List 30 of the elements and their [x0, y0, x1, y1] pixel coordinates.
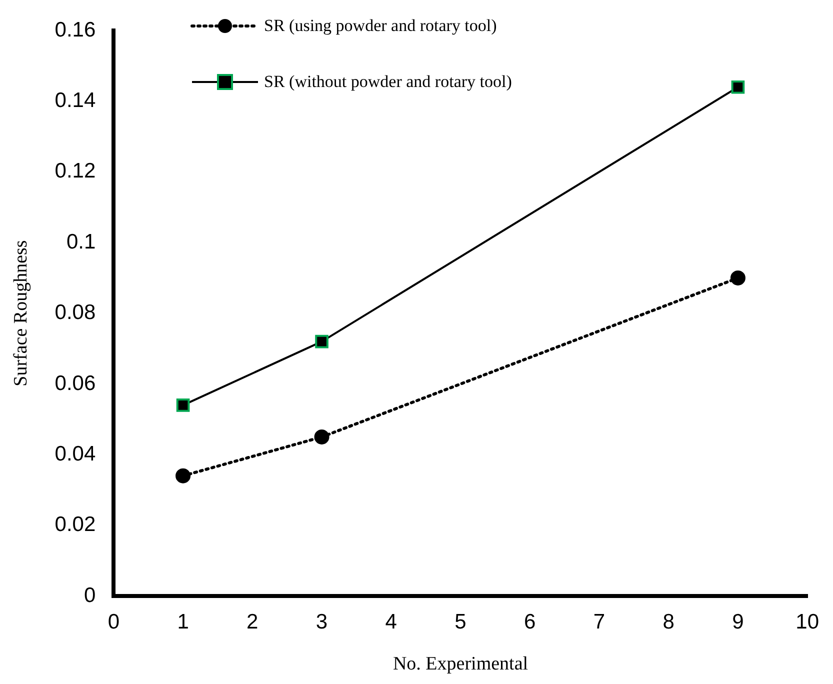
- x-tick-label: 3: [316, 610, 328, 634]
- point: [176, 398, 190, 412]
- x-tick-label: 6: [524, 610, 536, 634]
- y-tick-label: 0.1: [66, 230, 96, 254]
- legend-label: SR (without powder and rotary tool): [264, 72, 512, 92]
- y-tick-label: 0.06: [54, 372, 96, 395]
- y-tick-label: 0.08: [54, 301, 96, 324]
- y-tick-label: 0.16: [54, 18, 96, 42]
- x-tick-label: 5: [454, 610, 466, 634]
- y-tick-label: 0: [84, 584, 96, 607]
- x-tick-label: 1: [177, 610, 189, 634]
- x-tick-label: 8: [662, 610, 674, 634]
- legend-label: SR (using powder and rotary tool): [264, 16, 497, 36]
- point: [731, 80, 745, 94]
- y-tick-label: 0.12: [54, 160, 96, 183]
- x-tick-label: 10: [796, 610, 819, 634]
- x-tick-label: 0: [108, 610, 120, 634]
- y-tick-label: 0.02: [54, 513, 96, 536]
- y-tick-label: 0.04: [54, 442, 96, 466]
- x-tick-label: 4: [385, 610, 398, 634]
- x-tick-label: 9: [732, 610, 744, 634]
- x-tick-label: 7: [593, 610, 606, 634]
- point: [315, 334, 328, 348]
- x-tick-label: 2: [246, 610, 258, 634]
- point: [176, 468, 191, 484]
- y-axis-title: Surface Roughness: [10, 240, 32, 386]
- point: [730, 270, 746, 286]
- x-axis-title: No. Experimental: [392, 654, 528, 675]
- y-tick-label: 0.14: [54, 89, 96, 112]
- point: [314, 429, 330, 444]
